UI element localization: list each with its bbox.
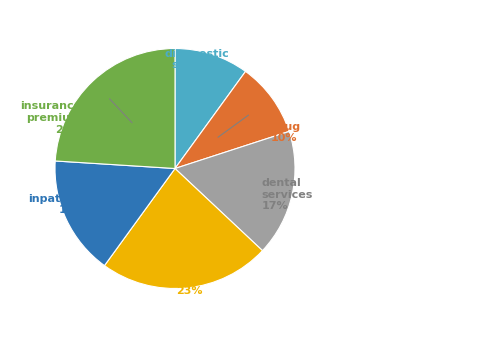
Wedge shape xyxy=(175,71,289,168)
Wedge shape xyxy=(175,131,295,251)
Wedge shape xyxy=(55,161,175,266)
Wedge shape xyxy=(55,49,175,168)
Text: diagnostic
services
10%: diagnostic services 10% xyxy=(164,49,229,82)
Text: insurance
premium
24%: insurance premium 24% xyxy=(20,101,82,135)
Text: dental
services
17%: dental services 17% xyxy=(262,178,313,212)
Text: visits
23%: visits 23% xyxy=(173,274,206,296)
Text: inpatient
16%: inpatient 16% xyxy=(28,194,85,215)
Wedge shape xyxy=(175,49,246,168)
Wedge shape xyxy=(104,168,262,288)
Text: drug
10%: drug 10% xyxy=(271,122,300,143)
